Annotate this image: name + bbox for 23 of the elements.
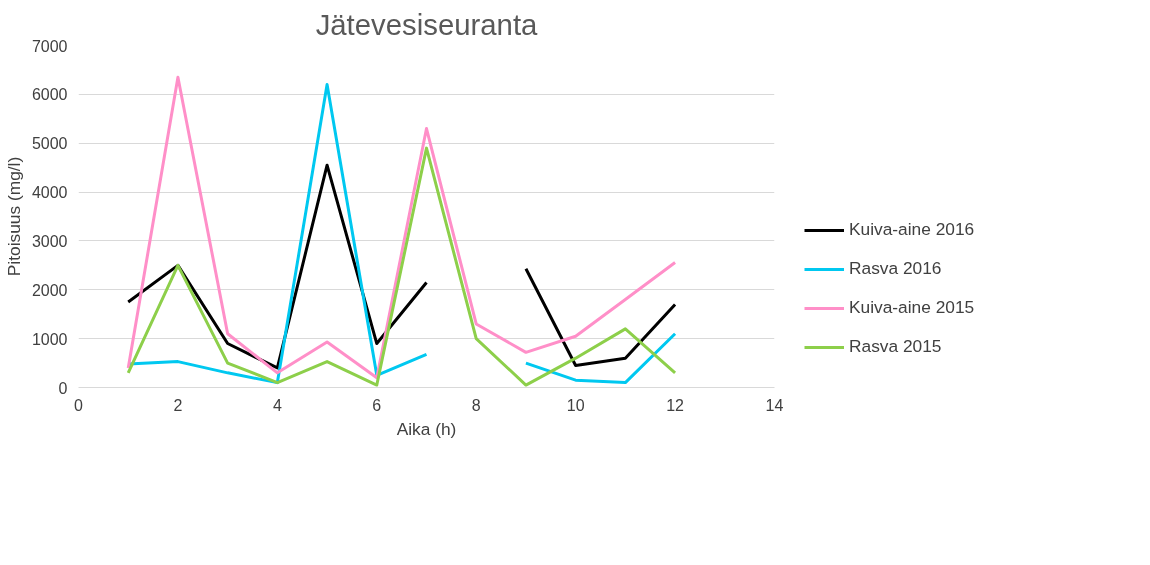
y-axis-title: Pitoisuus (mg/l) (3, 156, 24, 277)
y-tick-label: 7000 (31, 37, 68, 55)
x-tick-label: 10 (566, 396, 585, 414)
y-tick-label: 3000 (31, 232, 68, 250)
x-tick-label: 14 (765, 396, 784, 414)
x-tick-label: 12 (666, 396, 685, 414)
x-tick-label: 2 (173, 396, 183, 414)
y-tick-label: 1000 (31, 330, 68, 348)
y-tick-label: 4000 (31, 184, 68, 202)
x-axis-title: Aika (h) (396, 418, 457, 439)
y-tick-label: 5000 (31, 135, 68, 153)
legend-label: Kuiva-aine 2016 (849, 219, 975, 240)
y-tick-label: 2000 (31, 281, 68, 299)
x-tick-label: 8 (471, 396, 481, 414)
legend-label: Kuiva-aine 2015 (849, 297, 975, 318)
chart-title: Jätevesiseuranta (315, 7, 539, 41)
x-tick-label: 6 (372, 396, 382, 414)
legend-label: Rasva 2016 (849, 258, 942, 279)
legend-label: Rasva 2015 (849, 336, 942, 357)
x-tick-label: 0 (74, 396, 84, 414)
x-tick-label: 4 (272, 396, 282, 414)
y-tick-label: 0 (58, 379, 68, 397)
y-tick-label: 6000 (31, 86, 68, 104)
